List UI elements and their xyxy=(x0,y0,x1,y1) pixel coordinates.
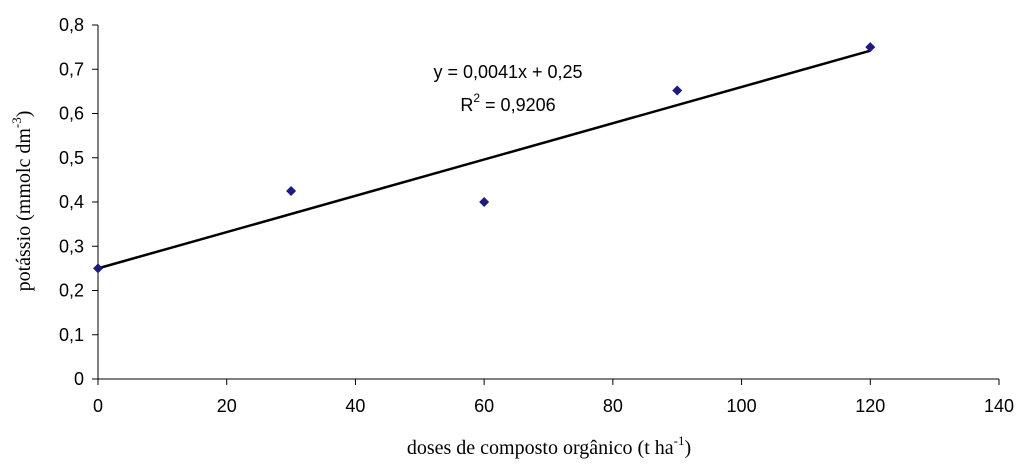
y-axis-title-sup: -3 xyxy=(9,117,24,128)
data-point-marker xyxy=(479,197,490,207)
y-tick-label: 0,3 xyxy=(59,236,84,256)
x-tick-label: 40 xyxy=(345,396,365,416)
y-tick-label: 0,1 xyxy=(59,325,84,345)
x-axis-title-sup: -1 xyxy=(674,433,685,448)
x-tick-label: 80 xyxy=(603,396,623,416)
x-tick-label: 0 xyxy=(93,396,103,416)
y-ticks: 0 0,1 0,2 0,3 0,4 0,5 0,6 0,7 0,8 xyxy=(59,15,98,389)
y-tick-label: 0,2 xyxy=(59,281,84,301)
y-tick-label: 0,7 xyxy=(59,59,84,79)
y-tick-label: 0,6 xyxy=(59,104,84,124)
x-axis-title-main: doses de composto orgânico (t ha xyxy=(407,437,674,459)
x-tick-label: 140 xyxy=(984,396,1014,416)
x-axis-title-end: ) xyxy=(684,437,691,459)
data-point-marker xyxy=(286,185,297,196)
x-tick-label: 20 xyxy=(217,396,237,416)
trendline-equation: y = 0,0041x + 0,25 xyxy=(433,62,582,82)
r-squared-superscript: 2 xyxy=(473,91,480,105)
r-squared-label: R2 = 0,9206 xyxy=(460,91,555,115)
r-squared-value: = 0,9206 xyxy=(480,95,556,115)
y-axis-title: potássio (mmolc dm-3) xyxy=(9,111,35,292)
trend-line xyxy=(97,49,871,270)
y-axis-title-end: ) xyxy=(13,111,35,118)
data-point-marker xyxy=(865,42,876,53)
data-point-marker xyxy=(93,263,103,274)
y-tick-label: 0,5 xyxy=(59,148,84,168)
x-axis-title: doses de composto orgânico (t ha-1) xyxy=(407,433,691,459)
y-tick-label: 0,4 xyxy=(59,192,84,212)
x-tick-label: 60 xyxy=(474,396,494,416)
x-ticks: 0 20 40 60 80 100 120 140 xyxy=(93,379,1014,416)
data-point-marker xyxy=(672,85,683,96)
r-squared-prefix: R xyxy=(460,95,473,115)
y-axis-title-main: potássio (mmolc dm xyxy=(13,128,35,292)
x-tick-label: 100 xyxy=(727,396,757,416)
x-tick-label: 120 xyxy=(855,396,885,416)
y-tick-label: 0 xyxy=(74,369,84,389)
data-points xyxy=(93,42,876,274)
y-tick-label: 0,8 xyxy=(59,15,84,35)
